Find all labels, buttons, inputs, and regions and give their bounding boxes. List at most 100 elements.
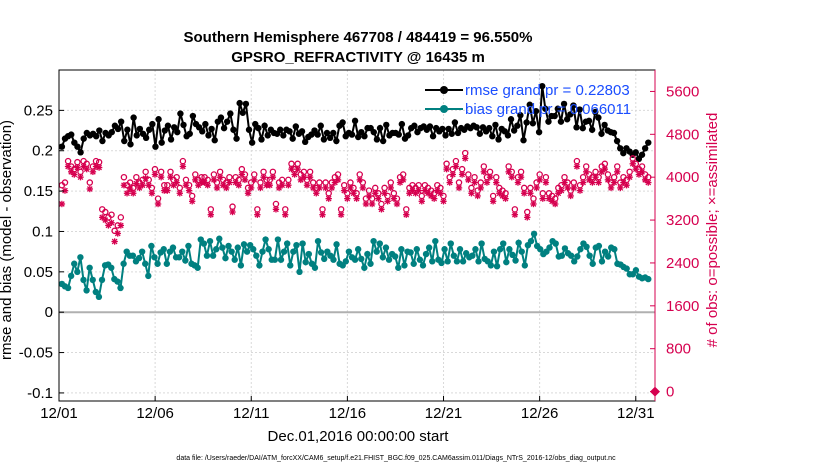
- data-point: [476, 130, 484, 137]
- data-point: [250, 246, 257, 253]
- data-point-assimilated: [645, 179, 652, 186]
- data-point: [240, 241, 248, 248]
- asterisk-stroke: [325, 195, 332, 202]
- data-point: [280, 132, 287, 139]
- data-point: [451, 119, 459, 126]
- asterisk-stroke: [387, 185, 394, 191]
- data-point-assimilated: [517, 173, 525, 181]
- data-point: [225, 242, 232, 250]
- asterisk-stroke: [155, 201, 161, 207]
- data-point: [108, 264, 115, 271]
- asterisk-stroke: [80, 163, 87, 170]
- data-point: [545, 118, 552, 125]
- data-point: [391, 253, 399, 260]
- data-point-possible: [188, 192, 196, 200]
- data-point: [170, 124, 178, 131]
- asterisk-stroke: [192, 177, 199, 183]
- data-point: [314, 131, 321, 138]
- data-point: [422, 250, 430, 258]
- data-point: [459, 258, 467, 265]
- asterisk-stroke: [260, 174, 267, 181]
- asterisk-stroke: [505, 168, 512, 175]
- data-point: [530, 230, 538, 238]
- asterisk-stroke: [102, 217, 109, 223]
- data-point: [345, 248, 353, 255]
- data-point-possible: [260, 168, 267, 176]
- asterisk-stroke: [366, 193, 372, 199]
- y-axis-label: rmse and bias (model - observation): [0, 120, 15, 360]
- data-point-assimilated: [269, 173, 277, 181]
- data-point-possible: [319, 206, 326, 213]
- data-point: [432, 237, 439, 245]
- asterisk-stroke: [586, 177, 593, 183]
- chart-subtitle: GPSRO_REFRACTIVITY @ 16435 m: [231, 49, 485, 66]
- data-point-possible: [403, 206, 410, 213]
- data-point: [376, 124, 384, 132]
- asterisk-stroke: [121, 182, 127, 189]
- data-point: [317, 122, 324, 129]
- legend: rmse grand pr = 0.22803 bias grand pr = …: [425, 82, 631, 118]
- data-point: [208, 125, 215, 133]
- data-point: [586, 252, 593, 259]
- data-point-assimilated: [151, 171, 159, 178]
- data-point-assimilated: [449, 171, 457, 178]
- data-point: [77, 149, 84, 156]
- data-point: [152, 143, 159, 150]
- data-point-assimilated: [440, 198, 447, 205]
- data-point: [442, 132, 449, 139]
- data-point-assimilated: [61, 187, 69, 194]
- data-point-assimilated: [527, 190, 534, 197]
- asterisk-stroke: [443, 166, 450, 173]
- data-point-possible: [480, 163, 488, 170]
- asterisk-stroke: [130, 190, 137, 197]
- data-point: [512, 257, 519, 264]
- asterisk-stroke: [167, 174, 174, 181]
- data-point-assimilated: [474, 192, 481, 200]
- data-point: [552, 240, 559, 247]
- data-point-assimilated: [86, 185, 94, 193]
- data-point: [121, 137, 128, 145]
- data-point-assimilated: [617, 184, 624, 192]
- data-point: [64, 284, 72, 292]
- data-point-assimilated: [306, 173, 314, 181]
- asterisk-stroke: [310, 185, 317, 191]
- asterisk-stroke: [344, 195, 351, 202]
- data-point-assimilated: [114, 230, 121, 237]
- data-point-assimilated: [244, 190, 252, 197]
- data-point: [80, 276, 87, 284]
- y-tick-label: 0.15: [24, 183, 53, 200]
- data-point-assimilated: [378, 206, 385, 213]
- data-point: [620, 149, 627, 157]
- asterisk-stroke: [124, 190, 130, 197]
- asterisk-stroke: [273, 206, 279, 213]
- data-point: [146, 126, 153, 133]
- asterisk-stroke: [474, 193, 481, 199]
- data-point-assimilated: [185, 187, 193, 194]
- data-point: [638, 151, 646, 158]
- asterisk-stroke: [74, 164, 81, 171]
- data-point: [86, 264, 93, 271]
- data-point: [120, 260, 127, 267]
- data-point-assimilated: [344, 195, 351, 202]
- y-tick-label: 0.2: [32, 143, 53, 160]
- data-point: [554, 105, 562, 112]
- data-point: [577, 246, 584, 253]
- data-point: [182, 257, 189, 264]
- data-point: [211, 137, 218, 144]
- data-point: [301, 138, 309, 146]
- asterisk-stroke: [626, 174, 633, 181]
- data-point-possible: [471, 173, 478, 181]
- data-point: [92, 133, 100, 140]
- data-point: [563, 116, 571, 123]
- asterisk-stroke: [614, 168, 621, 175]
- asterisk-stroke: [633, 166, 639, 173]
- data-point-assimilated: [347, 184, 354, 192]
- data-point-possible: [238, 165, 246, 173]
- data-point-assimilated: [443, 165, 450, 173]
- data-point-assimilated: [542, 179, 550, 186]
- data-point-assimilated: [638, 168, 646, 176]
- asterisk-stroke: [620, 179, 627, 186]
- data-point-assimilated: [241, 176, 249, 184]
- data-point: [645, 275, 652, 283]
- data-point: [579, 124, 586, 132]
